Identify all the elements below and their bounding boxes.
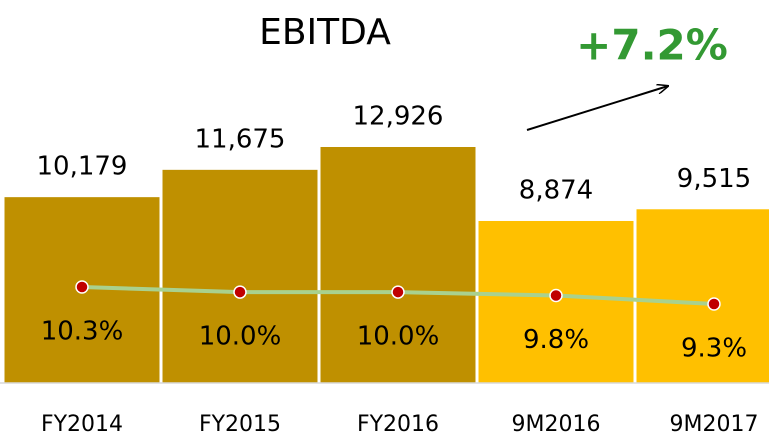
value-label: 9,515 [677,164,751,194]
margin-marker [75,280,89,294]
value-label: 12,926 [353,102,444,132]
bar [320,147,476,383]
value-label: 10,179 [37,152,128,182]
margin-label: 10.0% [199,322,282,352]
margin-label: 9.8% [523,325,589,355]
x-tick-label: FY2015 [199,412,281,437]
x-tick-label: 9M2016 [512,412,601,437]
margin-marker [707,297,721,311]
annotation: +7.2% [576,21,728,70]
x-tick-label: FY2014 [41,412,123,437]
chart-title: EBITDA [259,12,391,53]
margin-label: 10.0% [357,322,440,352]
margin-label: 10.3% [41,317,124,347]
margin-marker [549,288,563,303]
margin-label: 9.3% [681,334,747,364]
value-label: 11,675 [195,124,286,154]
margin-marker [391,285,405,299]
bar [636,209,769,383]
x-tick-label: 9M2017 [670,412,759,437]
value-label: 8,874 [519,175,593,205]
margin-marker [233,285,247,299]
x-tick-label: FY2016 [357,412,439,437]
bar [162,169,318,383]
arrow [526,86,668,131]
